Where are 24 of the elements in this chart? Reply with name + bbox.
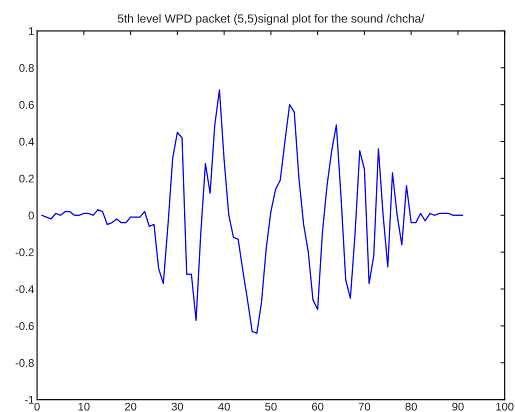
x-tick-label: 70 xyxy=(358,402,370,411)
y-tick-label: -0.2 xyxy=(16,248,34,256)
y-tick-label: 1 xyxy=(28,27,34,35)
line-series xyxy=(41,89,464,334)
x-tick-label: 40 xyxy=(218,402,230,411)
y-tick-label: -0.4 xyxy=(16,285,34,294)
y-tick-label: -1 xyxy=(24,396,34,404)
y-tick-label: -0.6 xyxy=(16,322,34,330)
x-tick-label: 80 xyxy=(405,402,417,411)
x-tick-label: 50 xyxy=(265,402,277,411)
x-tick-label: 100 xyxy=(496,402,514,411)
y-tick-label: 0.4 xyxy=(19,138,34,146)
x-tick-label: 20 xyxy=(124,402,136,411)
y-tick-label: -0.8 xyxy=(16,359,34,367)
y-tick-label: 0.2 xyxy=(19,174,34,183)
y-tick-label: 0 xyxy=(28,212,34,220)
chart-title: 5th level WPD packet (5,5)signal plot for the sound /chcha/ xyxy=(118,14,424,26)
x-tick-label: 0 xyxy=(34,402,40,411)
x-tick-label: 90 xyxy=(452,402,464,411)
x-tick-label: 10 xyxy=(78,402,90,411)
x-tick-label: 30 xyxy=(172,402,184,411)
y-tick-label: 0.8 xyxy=(19,64,34,72)
x-tick-label: 60 xyxy=(312,402,324,411)
y-tick-label: 0.6 xyxy=(19,100,34,109)
